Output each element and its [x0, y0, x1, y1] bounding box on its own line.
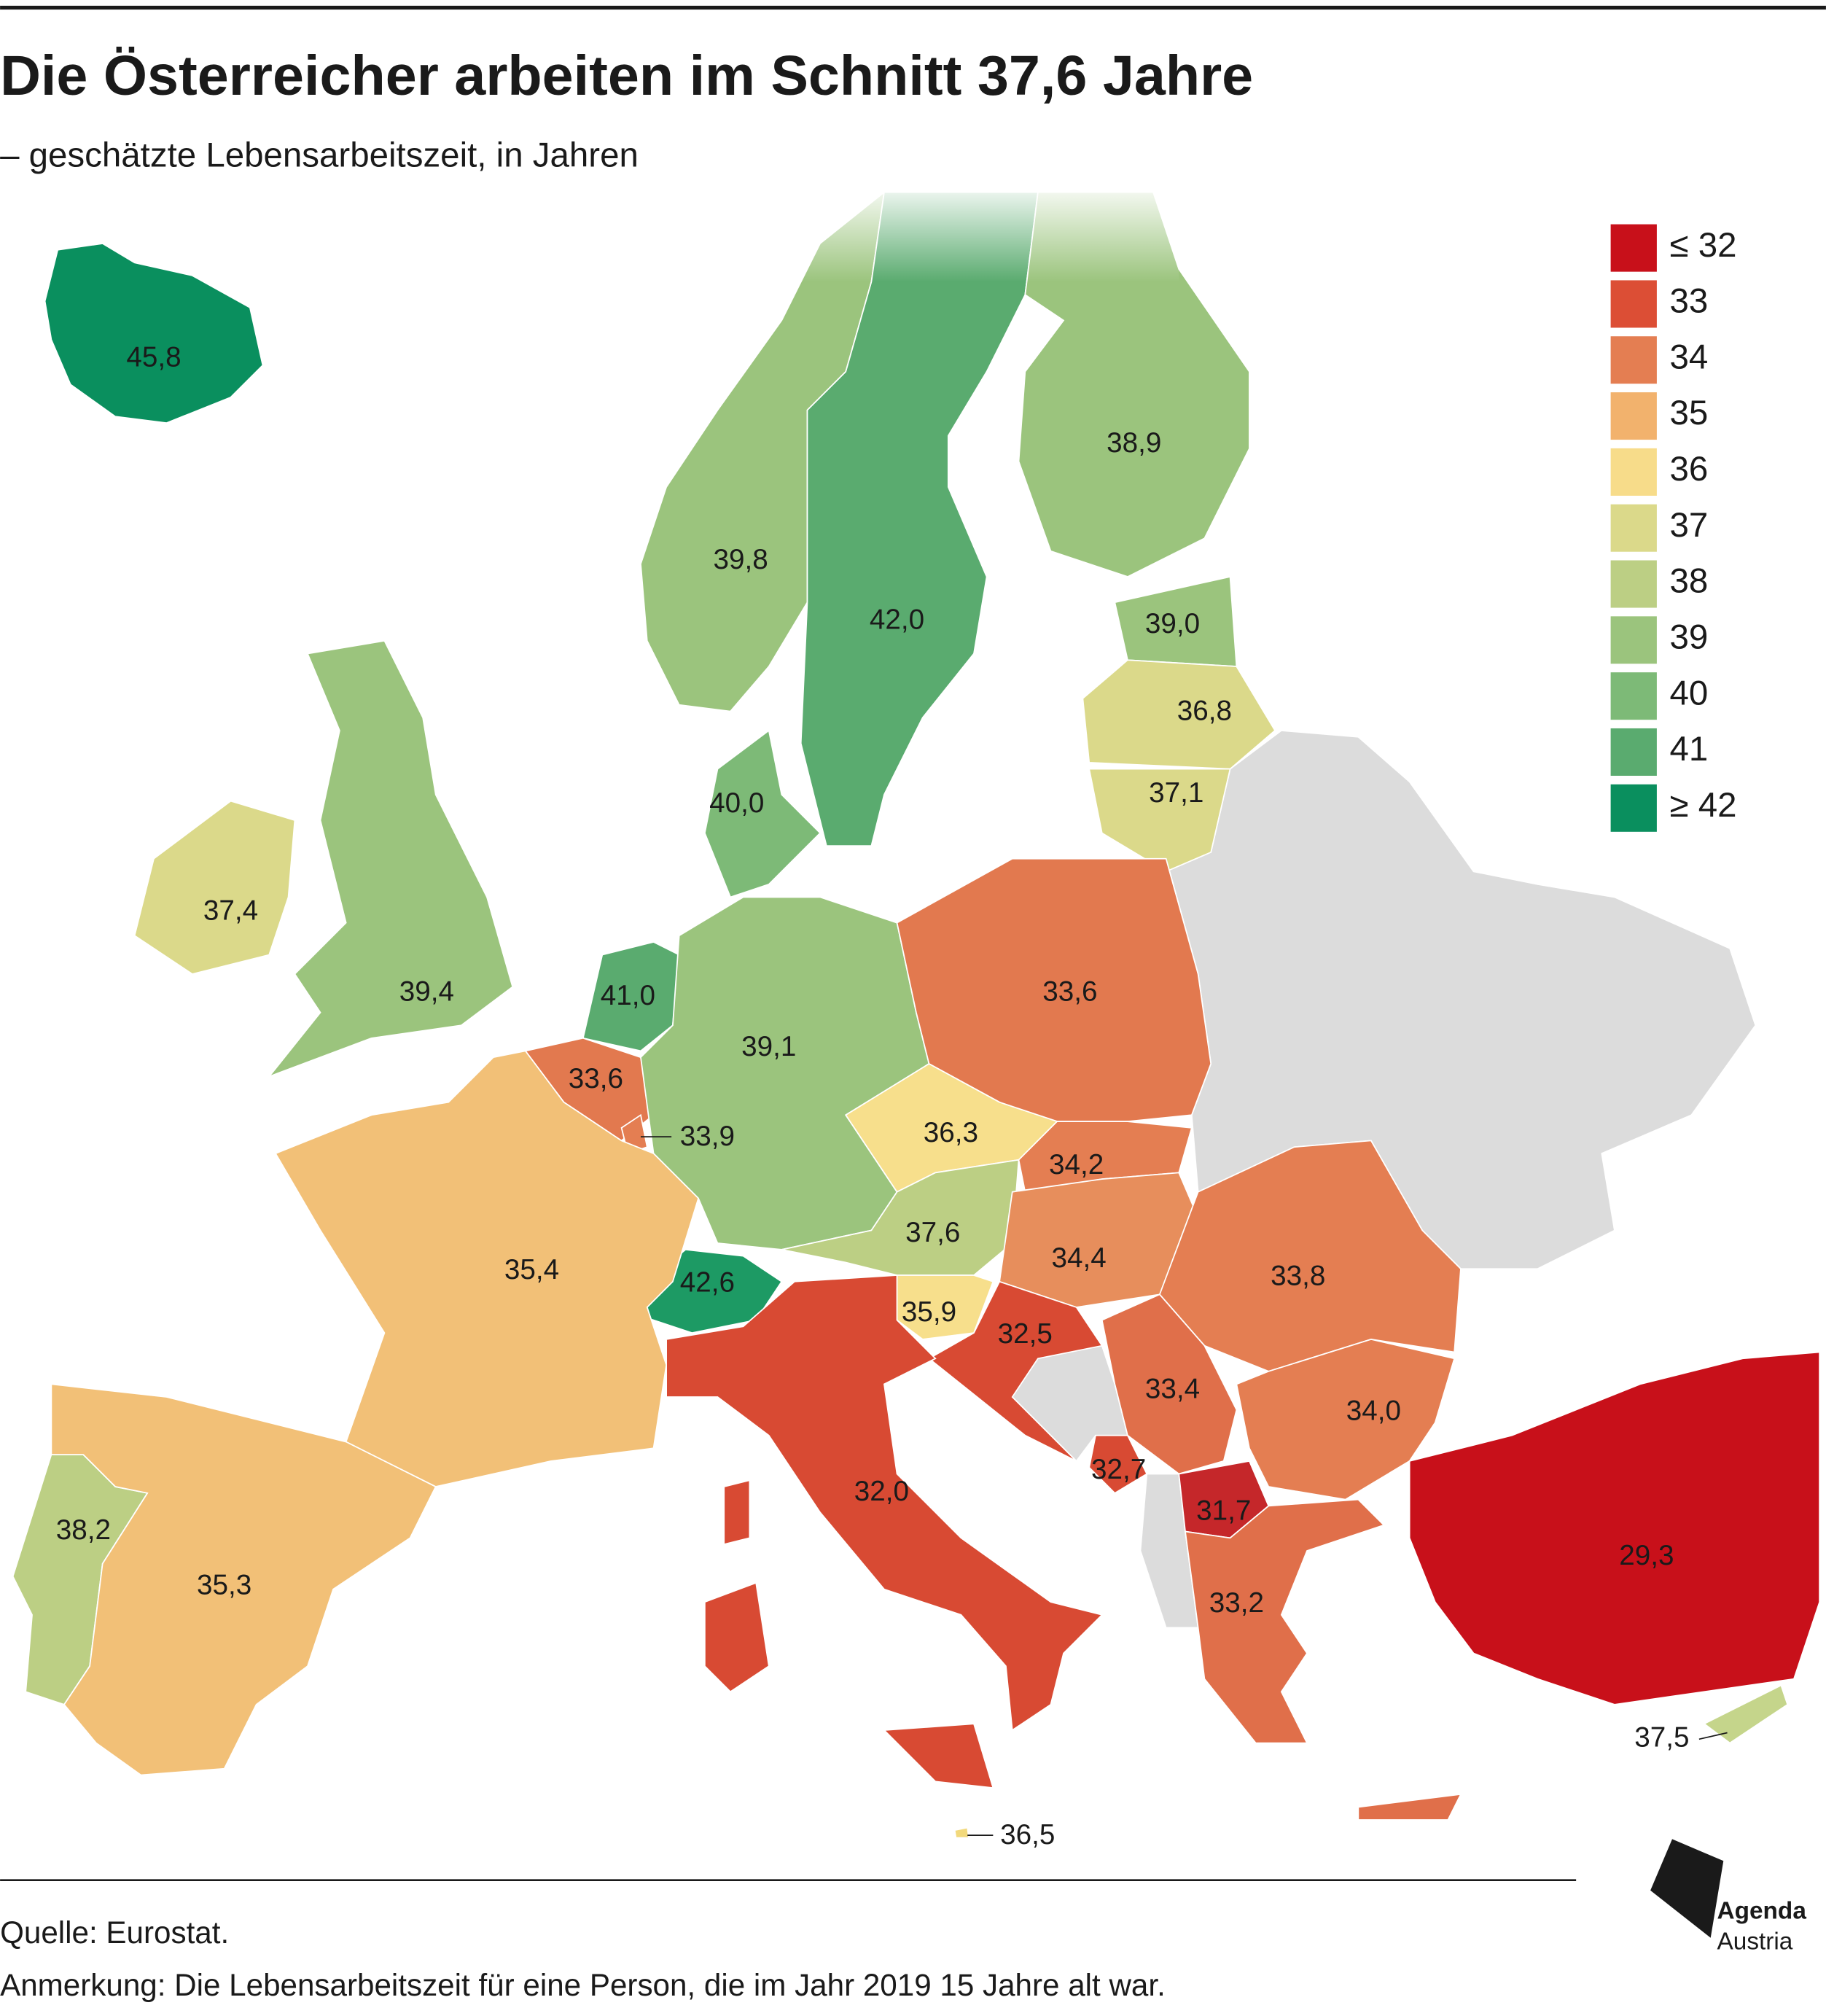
value-label: 42,6 [680, 1267, 735, 1299]
source: Quelle: Eurostat. [0, 1915, 229, 1950]
region [800, 191, 1039, 847]
legend-label: 35 [1669, 394, 1708, 432]
value-label: 36,8 [1177, 696, 1232, 727]
region [1101, 1293, 1238, 1475]
value-label: 39,4 [399, 976, 454, 1008]
region [267, 639, 514, 1078]
region [1703, 1684, 1789, 1744]
value-label: 36,3 [924, 1117, 978, 1148]
value-label: 35,4 [504, 1254, 559, 1285]
legend-swatch [1610, 728, 1657, 776]
legend-swatch [1610, 448, 1657, 496]
legend-label: 33 [1669, 282, 1708, 321]
region [1236, 1338, 1456, 1501]
legend-swatch [1610, 560, 1657, 608]
value-label: 34,4 [1052, 1242, 1107, 1274]
legend-swatch [1610, 392, 1657, 440]
legend-label: 36 [1669, 450, 1708, 489]
region [1082, 659, 1276, 770]
value-label: 38,9 [1107, 427, 1161, 459]
value-label: 39,0 [1145, 608, 1200, 639]
legend-swatch [1610, 616, 1657, 664]
value-label: 33,4 [1145, 1373, 1200, 1404]
value-label: 38,2 [56, 1514, 111, 1546]
value-label: 37,4 [203, 895, 258, 927]
value-label: 34,0 [1346, 1395, 1401, 1426]
legend-label: ≤ 32 [1669, 226, 1736, 265]
legend-swatch [1610, 504, 1657, 552]
leader-line [1698, 1732, 1728, 1740]
value-label: 33,8 [1271, 1261, 1325, 1292]
value-label: 42,0 [870, 604, 924, 636]
value-label: 34,2 [1049, 1149, 1104, 1180]
chart-title: Die Österreicher arbeiten im Schnitt 37,… [0, 44, 1253, 107]
value-label: 35,9 [902, 1296, 956, 1328]
value-label: 37,5 [1634, 1722, 1689, 1754]
legend-label: 37 [1669, 506, 1708, 545]
value-label: 37,1 [1149, 777, 1203, 809]
logo: Agenda Austria [1650, 1839, 1806, 1955]
legend: ≤ 32 33 34 35 36 37 38 39 40 41 ≥ 42 [1610, 224, 1736, 832]
value-label: 32,5 [998, 1318, 1053, 1350]
region [133, 800, 296, 975]
value-label: 31,7 [1196, 1495, 1251, 1526]
logo-text: Austria [1717, 1929, 1793, 1955]
region [896, 857, 1212, 1129]
region [953, 1826, 969, 1839]
region [44, 243, 264, 424]
legend-label: 41 [1669, 730, 1708, 768]
region [1088, 768, 1231, 873]
value-label: 36,5 [1000, 1819, 1055, 1850]
legend-swatch [1610, 672, 1657, 720]
logo-text: Agenda [1717, 1897, 1807, 1924]
region [666, 1274, 1104, 1789]
logo-mark [1650, 1839, 1724, 1938]
value-label: 35,3 [197, 1569, 251, 1600]
value-label: 37,6 [905, 1217, 960, 1248]
legend-swatch [1610, 784, 1657, 832]
legend-label: 38 [1669, 562, 1708, 601]
region [1408, 1351, 1821, 1705]
region [927, 1280, 1104, 1462]
value-label: 39,8 [713, 544, 768, 575]
legend-label: 34 [1669, 338, 1708, 376]
chart-subtitle: – geschätzte Lebensarbeitszeit, in Jahre… [0, 136, 639, 175]
legend-swatch [1610, 224, 1657, 272]
value-label: 33,2 [1209, 1587, 1264, 1619]
legend-label: ≥ 42 [1669, 786, 1736, 825]
value-label: 33,6 [1042, 976, 1097, 1008]
value-label: 39,1 [741, 1031, 796, 1062]
value-label: 41,0 [601, 980, 655, 1011]
region [50, 1383, 437, 1776]
value-label: 33,9 [680, 1121, 735, 1152]
value-label: 32,7 [1091, 1454, 1146, 1485]
region [1185, 1498, 1462, 1821]
value-label: 32,0 [854, 1476, 909, 1507]
value-label: 33,6 [569, 1063, 623, 1094]
north-fade [717, 179, 1179, 282]
legend-label: 39 [1669, 618, 1708, 656]
legend-swatch [1610, 280, 1657, 328]
value-label: 45,8 [126, 341, 181, 373]
legend-swatch [1610, 336, 1657, 384]
leader-lines [640, 1136, 1728, 1837]
region [1088, 1434, 1148, 1494]
region [703, 729, 822, 898]
region [274, 1050, 700, 1487]
value-label: 40,0 [709, 787, 764, 819]
legend-label: 40 [1669, 674, 1708, 712]
note: Anmerkung: Die Lebensarbeitszeit für ein… [0, 1968, 1166, 2002]
value-label: 29,3 [1619, 1540, 1674, 1571]
